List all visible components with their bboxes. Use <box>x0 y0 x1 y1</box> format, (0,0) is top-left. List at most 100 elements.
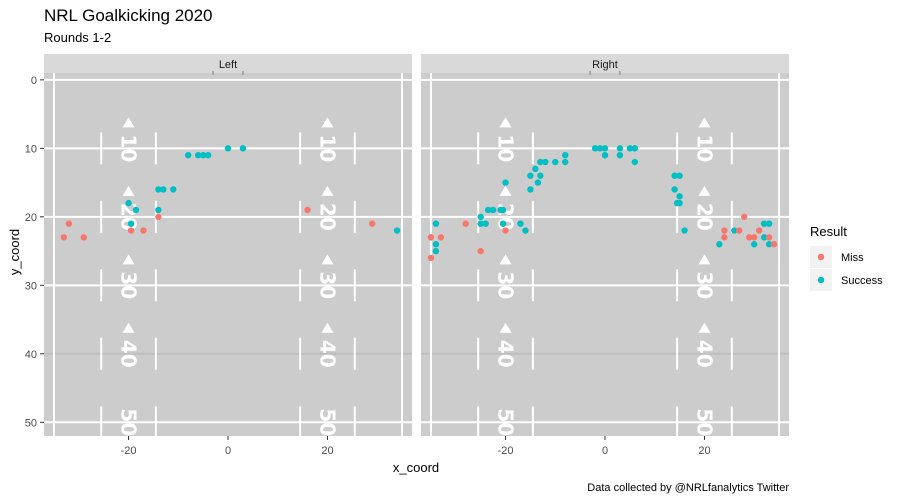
yard-number: 30 <box>117 271 141 299</box>
data-point-success <box>199 151 207 159</box>
data-point-success <box>676 193 683 200</box>
data-point-success <box>477 213 484 221</box>
yard-number: 40 <box>494 340 518 368</box>
data-point-success <box>537 172 544 179</box>
yard-number: 10 <box>692 134 716 162</box>
y-tick-label: 30 <box>25 280 37 292</box>
x-tick-label: 0 <box>602 445 608 457</box>
x-tick-label: 20 <box>321 445 333 457</box>
legend-dot-success <box>817 276 825 284</box>
data-point-miss <box>427 254 435 262</box>
data-point-success <box>534 179 542 186</box>
data-point-success <box>489 206 497 214</box>
yard-number: 30 <box>315 271 339 299</box>
legend: Result Miss Success <box>810 224 883 291</box>
data-point-success <box>591 145 599 152</box>
data-point-miss <box>427 234 435 241</box>
data-point-miss <box>60 234 68 241</box>
data-point-miss <box>437 234 445 241</box>
data-point-miss <box>80 234 87 241</box>
chart-caption: Data collected by @NRLfanalytics Twitter <box>587 482 789 494</box>
data-point-success <box>522 227 529 234</box>
data-point-success <box>484 206 492 214</box>
yard-arrow-icon <box>122 322 135 333</box>
panels: Left 10 20 30 40 50 10 20 30 40 50 -20 0 20 0 10 20 30 40 5… <box>25 54 789 457</box>
data-point-miss <box>750 234 758 241</box>
yard-number: 50 <box>692 408 716 436</box>
yard-number: 40 <box>315 340 339 368</box>
data-point-success <box>671 172 678 179</box>
data-point-success <box>542 158 549 166</box>
data-point-success <box>155 186 162 193</box>
strip-label: Right <box>592 59 618 71</box>
data-point-miss <box>736 227 743 234</box>
data-point-miss <box>721 227 728 234</box>
yard-number: 20 <box>315 203 339 231</box>
data-point-success <box>552 158 559 166</box>
yard-arrow-icon <box>698 254 711 265</box>
data-point-miss <box>369 220 376 227</box>
legend-label-miss: Miss <box>841 252 864 264</box>
yard-arrow-icon <box>499 185 512 196</box>
data-point-success <box>731 227 738 234</box>
x-tick-label: 20 <box>698 445 710 457</box>
y-tick-label: 10 <box>25 143 37 155</box>
yard-arrow-icon <box>122 185 135 196</box>
y-tick-label: 50 <box>25 417 37 429</box>
strip-label: Left <box>219 59 237 71</box>
legend-dot-miss <box>817 253 825 261</box>
data-point-miss <box>477 247 484 255</box>
data-point-success <box>502 179 509 186</box>
yard-number: 30 <box>494 271 518 299</box>
data-point-success <box>765 241 773 248</box>
yard-arrow-icon <box>122 117 135 128</box>
yard-number: 20 <box>692 203 716 231</box>
data-point-success <box>204 151 212 159</box>
chart-subtitle: Rounds 1-2 <box>44 30 111 45</box>
yard-arrow-icon <box>122 254 135 265</box>
data-point-miss <box>127 227 135 234</box>
strip <box>421 54 789 73</box>
yard-arrow-icon <box>321 254 334 265</box>
data-point-success <box>671 186 678 193</box>
data-point-success <box>224 145 232 152</box>
data-point-success <box>676 199 683 207</box>
strip <box>44 54 412 73</box>
data-point-success <box>517 220 524 227</box>
data-point-success <box>750 241 758 248</box>
goal-post-icon <box>212 71 244 75</box>
yard-number: 10 <box>494 134 518 162</box>
y-tick-label: 40 <box>25 349 37 361</box>
yard-arrow-icon <box>321 117 334 128</box>
data-point-success <box>125 199 132 207</box>
data-point-success <box>760 234 768 241</box>
yard-number: 40 <box>117 340 141 368</box>
data-point-miss <box>65 220 73 227</box>
data-point-success <box>562 158 569 166</box>
x-tick-label: -20 <box>121 445 137 457</box>
data-point-success <box>499 206 507 214</box>
yard-number: 50 <box>494 408 518 436</box>
data-point-miss <box>304 206 311 214</box>
data-point-success <box>601 151 609 159</box>
data-point-success <box>160 186 167 193</box>
panel-background <box>421 73 789 436</box>
data-point-success <box>194 151 202 159</box>
data-point-success <box>616 145 624 152</box>
data-point-success <box>527 186 534 193</box>
data-point-success <box>631 158 639 166</box>
data-point-miss <box>741 213 748 221</box>
yard-number: 40 <box>692 340 716 368</box>
data-point-success <box>477 220 484 227</box>
yard-number: 30 <box>692 271 716 299</box>
data-point-success <box>562 151 569 159</box>
data-point-success <box>626 145 634 152</box>
yard-arrow-icon <box>698 117 711 128</box>
yard-arrow-icon <box>499 322 512 333</box>
data-point-miss <box>502 227 509 234</box>
legend-title: Result <box>810 224 847 239</box>
data-point-success <box>393 227 401 234</box>
yard-arrow-icon <box>499 117 512 128</box>
